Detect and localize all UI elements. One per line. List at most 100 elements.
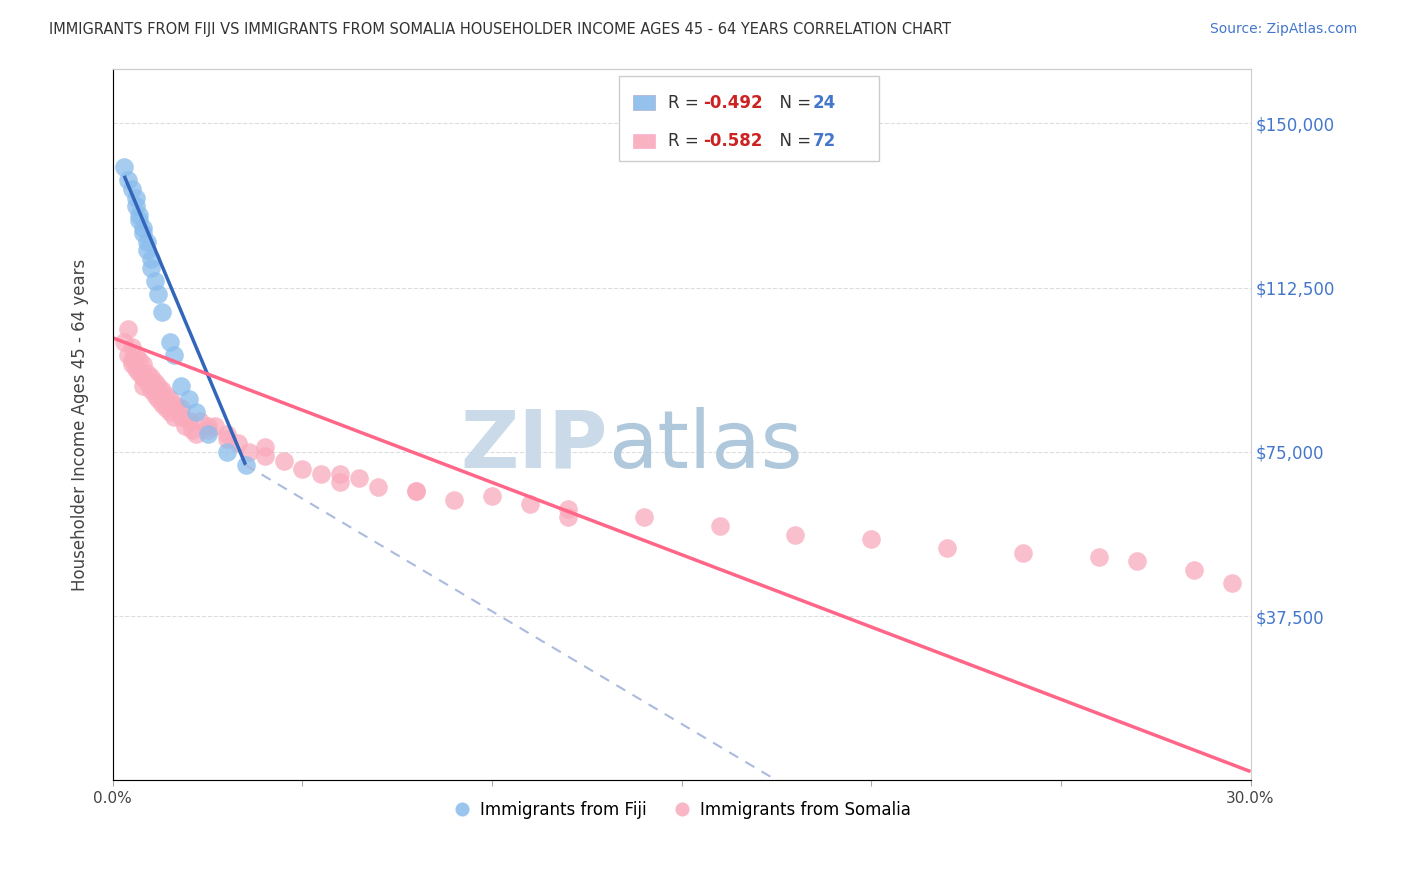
Point xyxy=(143,274,166,288)
Text: Source: ZipAtlas.com: Source: ZipAtlas.com xyxy=(1209,22,1357,37)
Point xyxy=(159,405,181,419)
Point xyxy=(150,304,173,318)
Text: -0.492: -0.492 xyxy=(703,94,762,112)
Point xyxy=(197,418,219,433)
Text: N =: N = xyxy=(769,132,817,150)
Point xyxy=(633,510,655,524)
Point xyxy=(112,160,135,174)
Point xyxy=(177,392,200,407)
Point xyxy=(148,392,170,407)
Point xyxy=(155,388,177,402)
Point xyxy=(329,467,352,481)
Point xyxy=(349,471,371,485)
Point xyxy=(174,418,197,433)
Point xyxy=(481,489,503,503)
Point xyxy=(150,396,173,410)
Point xyxy=(132,226,155,240)
Point xyxy=(253,441,276,455)
Point xyxy=(124,191,146,205)
Point xyxy=(162,396,184,410)
Point xyxy=(117,322,139,336)
Text: 72: 72 xyxy=(813,132,837,150)
Point xyxy=(557,501,579,516)
Point xyxy=(128,352,150,367)
Point xyxy=(273,453,295,467)
Point xyxy=(197,427,219,442)
Point xyxy=(1012,545,1035,559)
Point xyxy=(136,366,159,380)
Point xyxy=(150,384,173,398)
Point xyxy=(139,252,162,266)
Point xyxy=(1088,549,1111,564)
Point xyxy=(860,533,883,547)
Point xyxy=(253,449,276,463)
Point xyxy=(235,458,257,472)
Point xyxy=(132,370,155,384)
Point xyxy=(124,361,146,376)
Point xyxy=(159,335,181,350)
Text: IMMIGRANTS FROM FIJI VS IMMIGRANTS FROM SOMALIA HOUSEHOLDER INCOME AGES 45 - 64 : IMMIGRANTS FROM FIJI VS IMMIGRANTS FROM … xyxy=(49,22,952,37)
Point xyxy=(128,212,150,227)
Point xyxy=(329,475,352,490)
Point xyxy=(1220,576,1243,591)
Point xyxy=(367,480,389,494)
Point xyxy=(117,173,139,187)
Point xyxy=(186,405,208,419)
Point xyxy=(124,199,146,213)
Point xyxy=(132,379,155,393)
Point xyxy=(238,444,260,458)
Point xyxy=(162,348,184,362)
Point xyxy=(170,401,193,415)
Point xyxy=(197,423,219,437)
Point xyxy=(143,388,166,402)
Point xyxy=(139,384,162,398)
Point xyxy=(170,409,193,424)
Text: atlas: atlas xyxy=(607,407,801,484)
Point xyxy=(148,379,170,393)
Point xyxy=(117,348,139,362)
Point xyxy=(709,519,731,533)
Point xyxy=(128,366,150,380)
Point xyxy=(162,409,184,424)
Y-axis label: Householder Income Ages 45 - 64 years: Householder Income Ages 45 - 64 years xyxy=(72,259,89,591)
Point xyxy=(124,348,146,362)
Point xyxy=(204,418,226,433)
Point xyxy=(519,497,541,511)
Point xyxy=(215,444,238,458)
Point xyxy=(557,510,579,524)
Point xyxy=(148,384,170,398)
Point xyxy=(136,235,159,249)
Point xyxy=(132,370,155,384)
Point xyxy=(121,182,143,196)
Point xyxy=(186,427,208,442)
Point xyxy=(405,484,427,499)
Point xyxy=(405,484,427,499)
Point xyxy=(226,436,249,450)
Point xyxy=(132,221,155,235)
Point xyxy=(1182,563,1205,577)
Point xyxy=(139,260,162,275)
Point xyxy=(177,414,200,428)
Point xyxy=(121,357,143,371)
Point xyxy=(166,401,188,415)
Point xyxy=(143,375,166,389)
Point xyxy=(155,401,177,415)
Text: N =: N = xyxy=(769,94,817,112)
Point xyxy=(188,414,211,428)
Point xyxy=(443,493,465,508)
Point xyxy=(1126,554,1149,568)
Point xyxy=(181,423,204,437)
Text: -0.582: -0.582 xyxy=(703,132,762,150)
Point xyxy=(121,340,143,354)
Text: ZIP: ZIP xyxy=(461,407,607,484)
Point xyxy=(132,357,155,371)
Point xyxy=(159,392,181,407)
Legend: Immigrants from Fiji, Immigrants from Somalia: Immigrants from Fiji, Immigrants from So… xyxy=(446,794,918,825)
Point xyxy=(170,379,193,393)
Point xyxy=(112,335,135,350)
Text: 24: 24 xyxy=(813,94,837,112)
Point xyxy=(311,467,333,481)
Point xyxy=(148,287,170,301)
Point xyxy=(785,528,807,542)
Point xyxy=(215,432,238,446)
